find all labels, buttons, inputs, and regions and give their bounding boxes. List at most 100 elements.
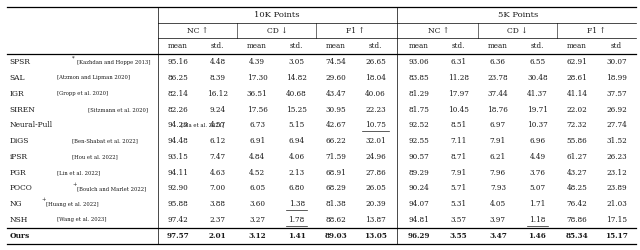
Text: 15.17: 15.17 — [605, 232, 628, 240]
Text: 6.21: 6.21 — [490, 153, 506, 161]
Text: [Sitzmann et al. 2020]: [Sitzmann et al. 2020] — [88, 107, 148, 112]
Text: 6.97: 6.97 — [490, 121, 506, 129]
Text: 48.25: 48.25 — [566, 184, 588, 192]
Text: 8.39: 8.39 — [210, 74, 226, 82]
Text: 6.73: 6.73 — [249, 121, 265, 129]
Text: 37.57: 37.57 — [606, 90, 627, 98]
Text: 3.12: 3.12 — [248, 232, 266, 240]
Text: 90.57: 90.57 — [408, 153, 429, 161]
Text: 4.52: 4.52 — [249, 169, 265, 177]
Text: [Gropp et al. 2020]: [Gropp et al. 2020] — [57, 91, 108, 96]
Text: 9.24: 9.24 — [210, 106, 226, 114]
Text: 96.29: 96.29 — [408, 232, 430, 240]
Text: 76.42: 76.42 — [566, 200, 588, 208]
Text: 22.02: 22.02 — [566, 106, 588, 114]
Text: std.: std. — [211, 42, 225, 50]
Text: std.: std. — [369, 42, 382, 50]
Text: 19.71: 19.71 — [527, 106, 548, 114]
Text: 13.87: 13.87 — [365, 216, 386, 224]
Text: 3.05: 3.05 — [289, 58, 305, 66]
Text: [Huang et al. 2022]: [Huang et al. 2022] — [47, 202, 99, 207]
Text: std.: std. — [531, 42, 544, 50]
Text: 89.03: 89.03 — [324, 232, 348, 240]
Text: 5.15: 5.15 — [289, 121, 305, 129]
Text: 78.86: 78.86 — [566, 216, 588, 224]
Text: 7.11: 7.11 — [450, 137, 467, 145]
Text: 5K Points: 5K Points — [497, 11, 538, 19]
Text: 4.48: 4.48 — [210, 58, 226, 66]
Text: +: + — [72, 182, 77, 187]
Text: 22.23: 22.23 — [365, 106, 386, 114]
Text: 3.60: 3.60 — [249, 200, 265, 208]
Text: SPSR: SPSR — [10, 58, 31, 66]
Text: mean: mean — [567, 42, 587, 50]
Text: 41.14: 41.14 — [566, 90, 588, 98]
Text: 92.55: 92.55 — [408, 137, 429, 145]
Text: 90.24: 90.24 — [408, 184, 429, 192]
Text: 7.00: 7.00 — [210, 184, 226, 192]
Text: 15.25: 15.25 — [286, 106, 307, 114]
Text: 93.15: 93.15 — [168, 153, 189, 161]
Text: 92.52: 92.52 — [408, 121, 429, 129]
Text: 1.71: 1.71 — [529, 200, 545, 208]
Text: 66.22: 66.22 — [326, 137, 346, 145]
Text: 81.38: 81.38 — [326, 200, 346, 208]
Text: 3.76: 3.76 — [529, 169, 545, 177]
Text: 28.61: 28.61 — [566, 74, 588, 82]
Text: 30.95: 30.95 — [326, 106, 346, 114]
Text: 10.37: 10.37 — [527, 121, 548, 129]
Text: CD ↓: CD ↓ — [508, 26, 528, 34]
Text: 82.14: 82.14 — [168, 90, 189, 98]
Text: NC ↑: NC ↑ — [428, 26, 449, 34]
Text: 94.07: 94.07 — [408, 200, 429, 208]
Text: 13.05: 13.05 — [364, 232, 387, 240]
Text: 27.86: 27.86 — [365, 169, 386, 177]
Text: 5.71: 5.71 — [451, 184, 467, 192]
Text: +: + — [42, 198, 45, 202]
Text: 29.60: 29.60 — [326, 74, 346, 82]
Text: 37.44: 37.44 — [488, 90, 508, 98]
Text: 1.18: 1.18 — [529, 216, 545, 224]
Text: Ours: Ours — [10, 232, 30, 240]
Text: std: std — [611, 42, 622, 50]
Text: 94.23: 94.23 — [168, 121, 189, 129]
Text: 23.12: 23.12 — [606, 169, 627, 177]
Text: mean: mean — [247, 42, 267, 50]
Text: [Boulch and Marlet 2022]: [Boulch and Marlet 2022] — [77, 186, 147, 191]
Text: 41.37: 41.37 — [527, 90, 548, 98]
Text: 71.59: 71.59 — [326, 153, 347, 161]
Text: CD ↓: CD ↓ — [267, 26, 287, 34]
Text: SIREN: SIREN — [10, 106, 35, 114]
Text: mean: mean — [168, 42, 188, 50]
Text: 3.55: 3.55 — [450, 232, 467, 240]
Text: 68.91: 68.91 — [326, 169, 347, 177]
Text: 3.97: 3.97 — [490, 216, 506, 224]
Text: 31.52: 31.52 — [606, 137, 627, 145]
Text: 7.47: 7.47 — [210, 153, 226, 161]
Text: DiGS: DiGS — [10, 137, 29, 145]
Text: 6.55: 6.55 — [529, 58, 545, 66]
Text: 1.78: 1.78 — [289, 216, 305, 224]
Text: 11.28: 11.28 — [448, 74, 469, 82]
Text: 86.25: 86.25 — [168, 74, 189, 82]
Text: [Ma et al. 2021]: [Ma et al. 2021] — [181, 123, 224, 128]
Text: 68.29: 68.29 — [326, 184, 346, 192]
Text: *: * — [72, 56, 75, 60]
Text: 24.96: 24.96 — [365, 153, 386, 161]
Text: NC ↑: NC ↑ — [188, 26, 209, 34]
Text: 4.57: 4.57 — [210, 121, 226, 129]
Text: 10.75: 10.75 — [365, 121, 386, 129]
Text: 10K Points: 10K Points — [254, 11, 300, 19]
Text: 83.85: 83.85 — [408, 74, 429, 82]
Text: 21.03: 21.03 — [606, 200, 627, 208]
Text: 6.96: 6.96 — [529, 137, 545, 145]
Text: 7.91: 7.91 — [490, 137, 506, 145]
Text: 82.26: 82.26 — [168, 106, 189, 114]
Text: 30.48: 30.48 — [527, 74, 548, 82]
Text: 17.97: 17.97 — [448, 90, 469, 98]
Text: 6.80: 6.80 — [289, 184, 305, 192]
Text: 1.46: 1.46 — [529, 232, 547, 240]
Text: 4.06: 4.06 — [289, 153, 305, 161]
Text: 26.65: 26.65 — [365, 58, 386, 66]
Text: [Atzmon and Lipman 2020]: [Atzmon and Lipman 2020] — [57, 76, 130, 80]
